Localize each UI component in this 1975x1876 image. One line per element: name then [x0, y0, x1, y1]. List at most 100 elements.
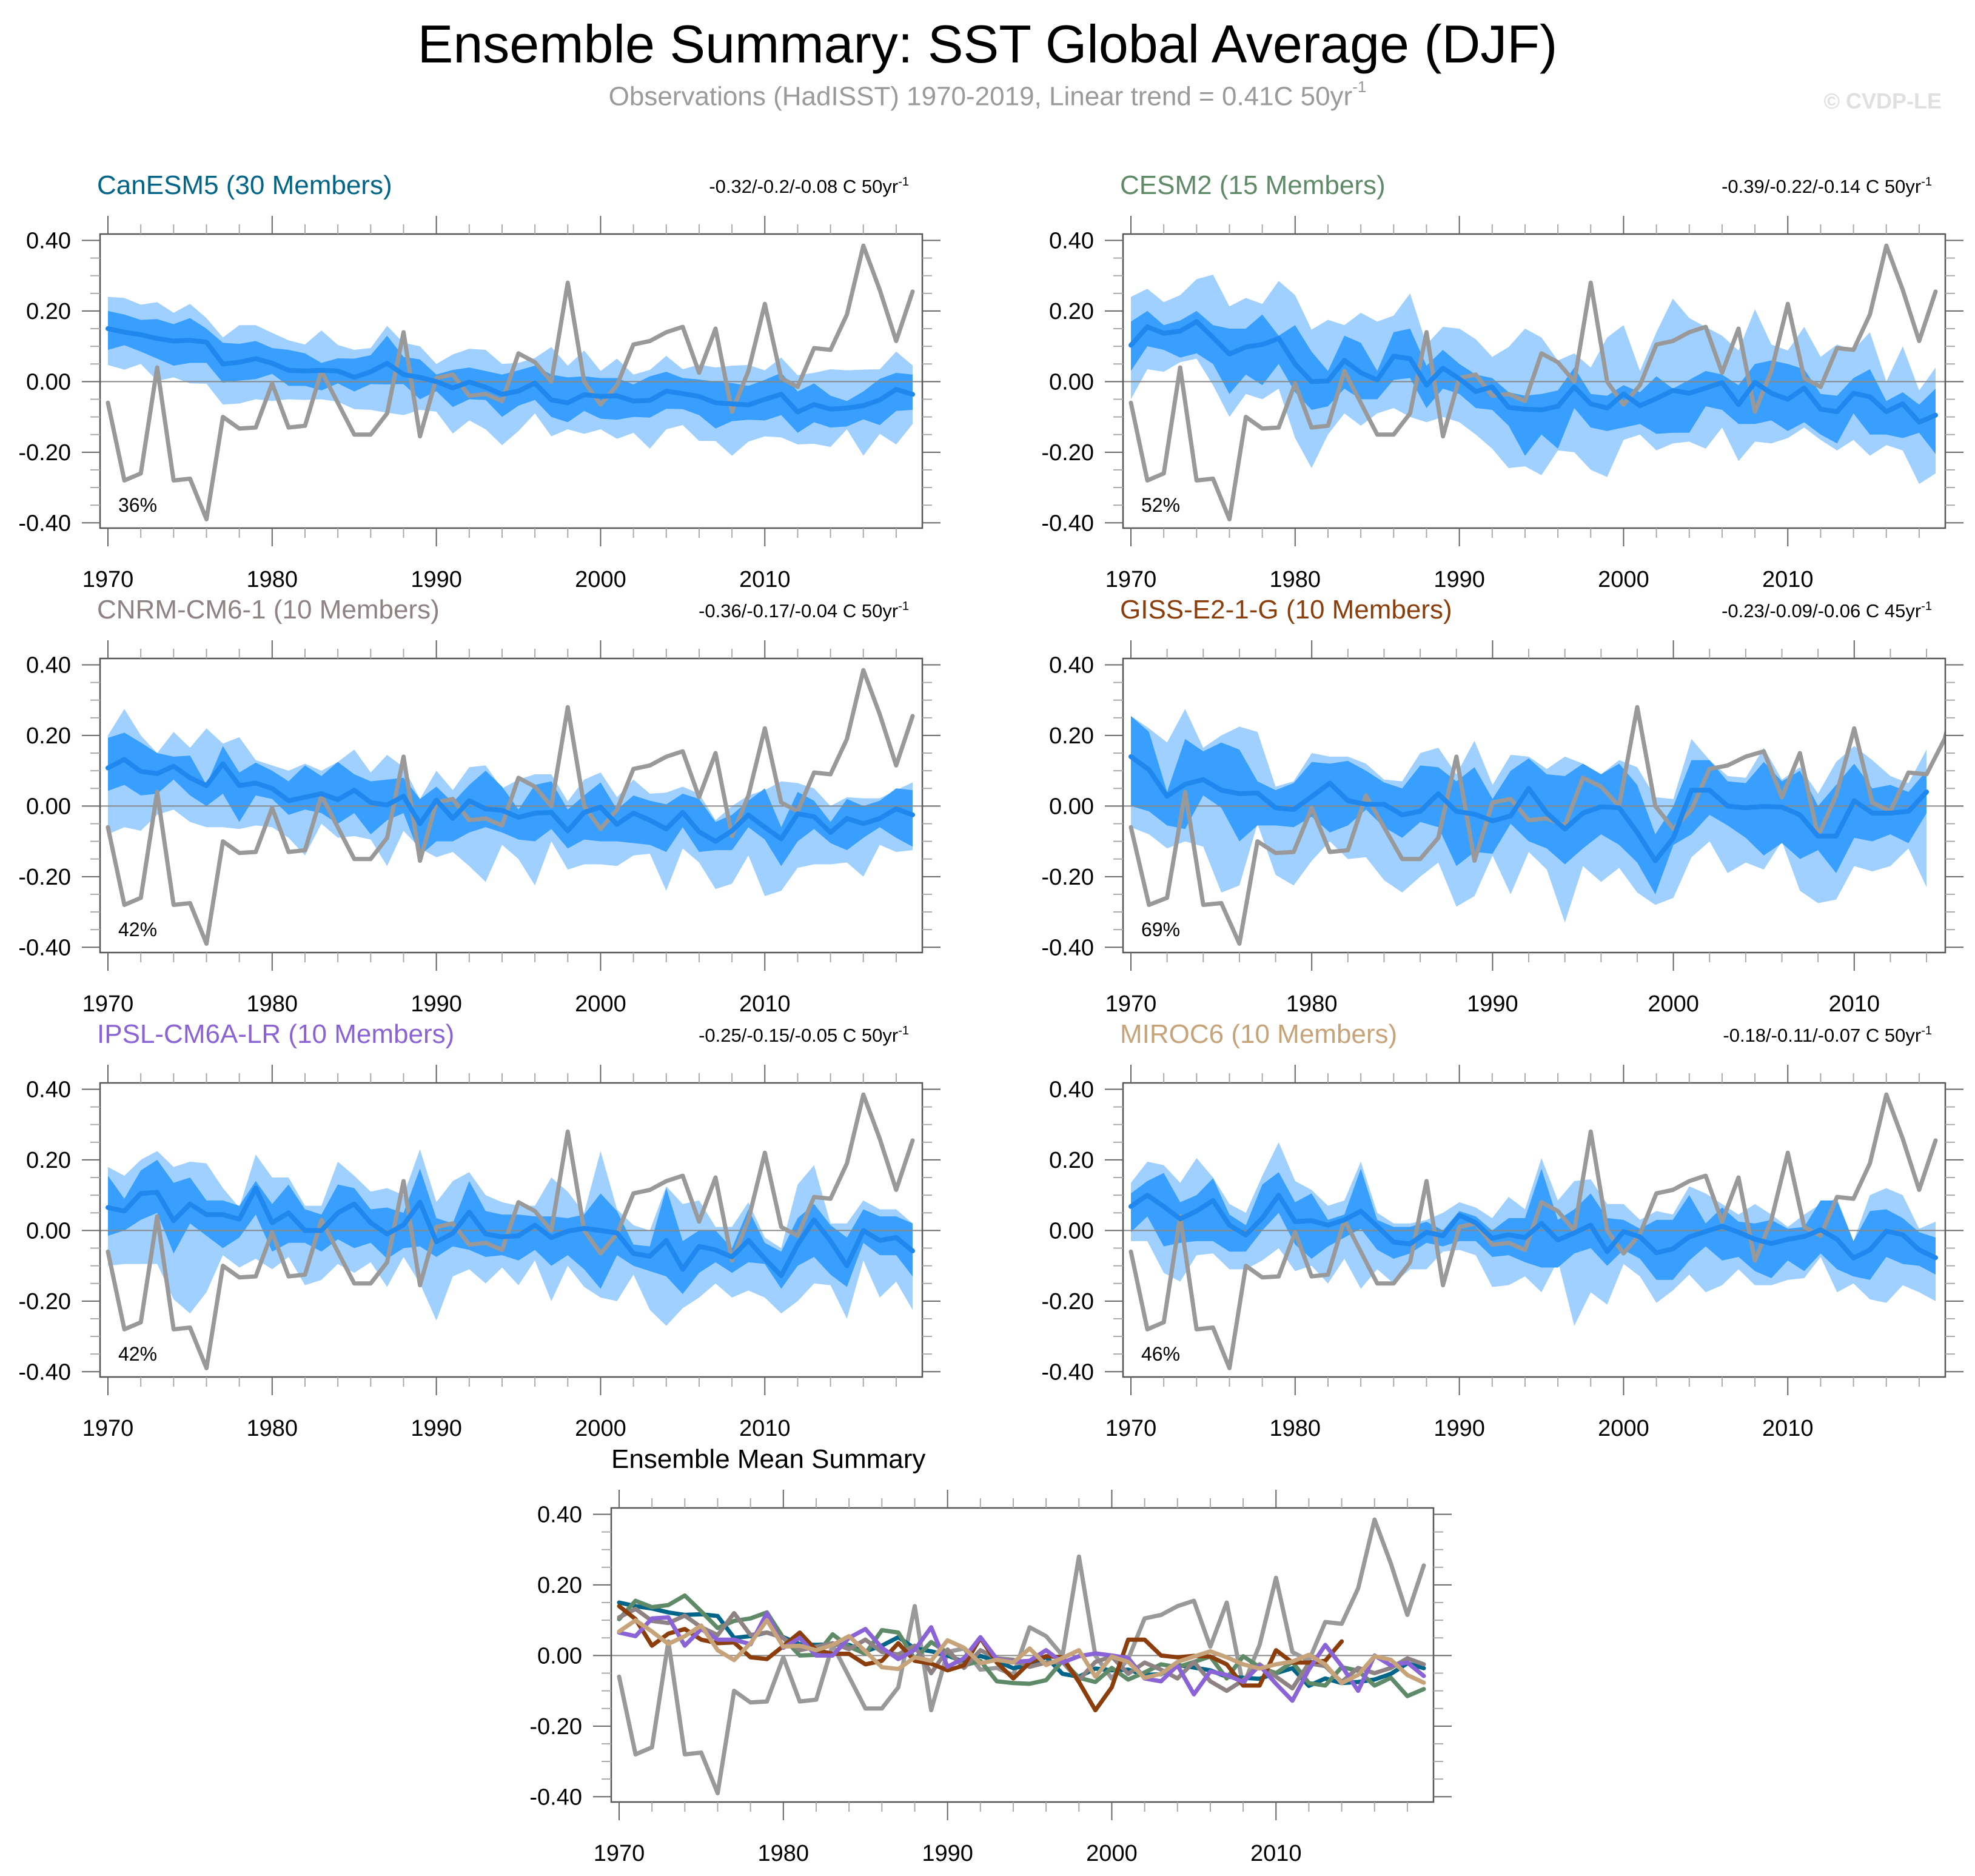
x-tick-label: 2010	[739, 991, 791, 1017]
panel-title: CanESM5 (30 Members)	[97, 170, 392, 200]
ensemble-mean-line	[106, 757, 915, 844]
x-tick-label: 1990	[1433, 1416, 1485, 1441]
observations-line	[106, 668, 915, 946]
trend-superscript: -1	[898, 600, 909, 613]
trend-label: -0.23/-0.09/-0.06 C 45yr-1	[1722, 600, 1932, 621]
x-tick-label: 1990	[411, 991, 462, 1017]
x-tick-label: 2010	[1250, 1841, 1302, 1866]
y-tick-label: -0.40	[1041, 935, 1094, 960]
y-tick-label: -0.40	[529, 1784, 582, 1810]
observations-line	[1128, 1092, 1938, 1370]
y-tick-label: 0.00	[537, 1643, 582, 1669]
plot-area	[100, 243, 922, 521]
x-tick-label: 1980	[1286, 991, 1338, 1017]
x-tick-label: 2010	[739, 567, 791, 592]
y-tick-label: -0.20	[18, 865, 71, 890]
spread-band-inner	[1131, 715, 1927, 894]
subtitle-superscript: -1	[1352, 78, 1367, 96]
y-tick-label: 0.40	[537, 1502, 582, 1527]
panel-canesm5-30-members: 0.40 0.20 0.00 -0.20 -0.40 1970 1980 1990 2000 20…	[18, 170, 941, 592]
x-tick-label: 2010	[1829, 991, 1880, 1017]
ensemble-mean-line	[1128, 319, 1938, 425]
y-tick-label: -0.20	[18, 1289, 71, 1315]
y-tick-label: -0.40	[18, 1359, 71, 1385]
observations-line	[106, 1092, 915, 1370]
x-tick-label: 1990	[411, 567, 462, 592]
panel-ipsl-cm6a-lr-10-members: 0.40 0.20 0.00 -0.20 -0.40 1970 1980 1990 2000 20…	[18, 1019, 941, 1441]
x-tick-label: 1970	[1105, 567, 1157, 592]
panel-title: CESM2 (15 Members)	[1120, 170, 1386, 200]
panel-title: GISS-E2-1-G (10 Members)	[1120, 595, 1452, 625]
trend-label: -0.39/-0.22/-0.14 C 50yr-1	[1722, 175, 1932, 197]
panel-title: Ensemble Mean Summary	[611, 1444, 925, 1474]
trend-text: -0.18/-0.11/-0.07 C 50yr	[1723, 1025, 1921, 1046]
trend-superscript: -1	[1921, 175, 1932, 189]
y-tick-label: -0.40	[1041, 511, 1094, 536]
y-tick-label: 0.00	[1049, 1218, 1094, 1244]
panel-miroc6-10-members: 0.40 0.20 0.00 -0.20 -0.40 1970 1980 1990 2000 20…	[1041, 1019, 1963, 1441]
ensemble-mean-line	[106, 1185, 915, 1278]
y-tick-label: 0.40	[1049, 652, 1094, 678]
x-tick-label: 1970	[82, 567, 134, 592]
plot-area	[611, 1517, 1433, 1795]
plot-area	[100, 668, 922, 946]
watermark: © CVDP-LE	[1823, 89, 1942, 113]
y-tick-label: 0.20	[1049, 1148, 1094, 1173]
ensemble-mean-line	[106, 326, 915, 415]
x-tick-label: 1980	[247, 1416, 298, 1441]
y-tick-label: 0.00	[26, 1218, 71, 1244]
x-tick-label: 2000	[1648, 991, 1699, 1017]
y-tick-label: 0.00	[26, 794, 71, 819]
x-tick-label: 1970	[82, 1416, 134, 1441]
x-tick-label: 2010	[739, 1416, 791, 1441]
panel-giss-e2-1-g-10-members: 0.40 0.20 0.00 -0.20 -0.40 1970 1980 1990 2000 20…	[1041, 595, 1963, 1017]
y-tick-label: -0.40	[1041, 1359, 1094, 1385]
trend-label: -0.25/-0.15/-0.05 C 50yr-1	[699, 1024, 909, 1046]
trend-text: -0.32/-0.2/-0.08 C 50yr	[709, 176, 898, 197]
x-tick-label: 2000	[575, 991, 626, 1017]
trend-label: -0.32/-0.2/-0.08 C 50yr-1	[709, 175, 909, 197]
x-tick-label: 1980	[1270, 1416, 1321, 1441]
x-tick-label: 1990	[922, 1841, 973, 1866]
panel-ensemble-mean-summary: 0.40 0.20 0.00 -0.20 -0.40 1970 1980 1990 2000 20…	[529, 1444, 1452, 1866]
trend-superscript: -1	[898, 1024, 909, 1037]
y-tick-label: 0.20	[26, 723, 71, 749]
trend-text: -0.39/-0.22/-0.14 C 50yr	[1722, 176, 1921, 197]
spread-band-inner	[1131, 310, 1936, 456]
y-tick-label: -0.20	[1041, 440, 1094, 466]
plot-area	[100, 1092, 922, 1370]
panel-title: MIROC6 (10 Members)	[1120, 1019, 1397, 1049]
y-tick-label: -0.40	[18, 935, 71, 960]
y-tick-label: 0.40	[1049, 1077, 1094, 1102]
panel-title: IPSL-CM6A-LR (10 Members)	[97, 1019, 454, 1049]
x-tick-label: 2000	[575, 1416, 626, 1441]
subtitle-text: Observations (HadISST) 1970-2019, Linear…	[608, 81, 1353, 112]
y-tick-label: 0.20	[26, 1148, 71, 1173]
x-tick-label: 1970	[594, 1841, 645, 1866]
y-tick-label: -0.20	[1041, 865, 1094, 890]
y-tick-label: 0.20	[537, 1573, 582, 1598]
x-tick-label: 2000	[1598, 567, 1649, 592]
x-tick-label: 1980	[247, 991, 298, 1017]
trend-text: -0.23/-0.09/-0.06 C 45yr	[1722, 600, 1921, 621]
x-tick-label: 1970	[82, 991, 134, 1017]
y-tick-label: 0.00	[1049, 369, 1094, 395]
y-tick-label: 0.40	[1049, 228, 1094, 253]
x-tick-label: 1990	[1433, 567, 1485, 592]
y-tick-label: 0.40	[26, 1077, 71, 1102]
y-tick-label: 0.20	[26, 299, 71, 324]
y-tick-label: 0.40	[26, 652, 71, 678]
figure-subtitle: Observations (HadISST) 1970-2019, Linear…	[0, 78, 1975, 112]
x-tick-label: 1970	[1105, 1416, 1157, 1441]
x-tick-label: 1970	[1105, 991, 1157, 1017]
y-tick-label: 0.40	[26, 228, 71, 253]
ensemble-mean-line	[1128, 754, 1930, 863]
y-tick-label: -0.20	[18, 440, 71, 466]
y-tick-label: -0.20	[1041, 1289, 1094, 1315]
y-tick-label: -0.40	[18, 511, 71, 536]
trend-superscript: -1	[1921, 1024, 1932, 1037]
trend-label: -0.18/-0.11/-0.07 C 50yr-1	[1723, 1024, 1932, 1046]
x-tick-label: 2000	[1086, 1841, 1138, 1866]
x-tick-label: 2010	[1762, 1416, 1814, 1441]
